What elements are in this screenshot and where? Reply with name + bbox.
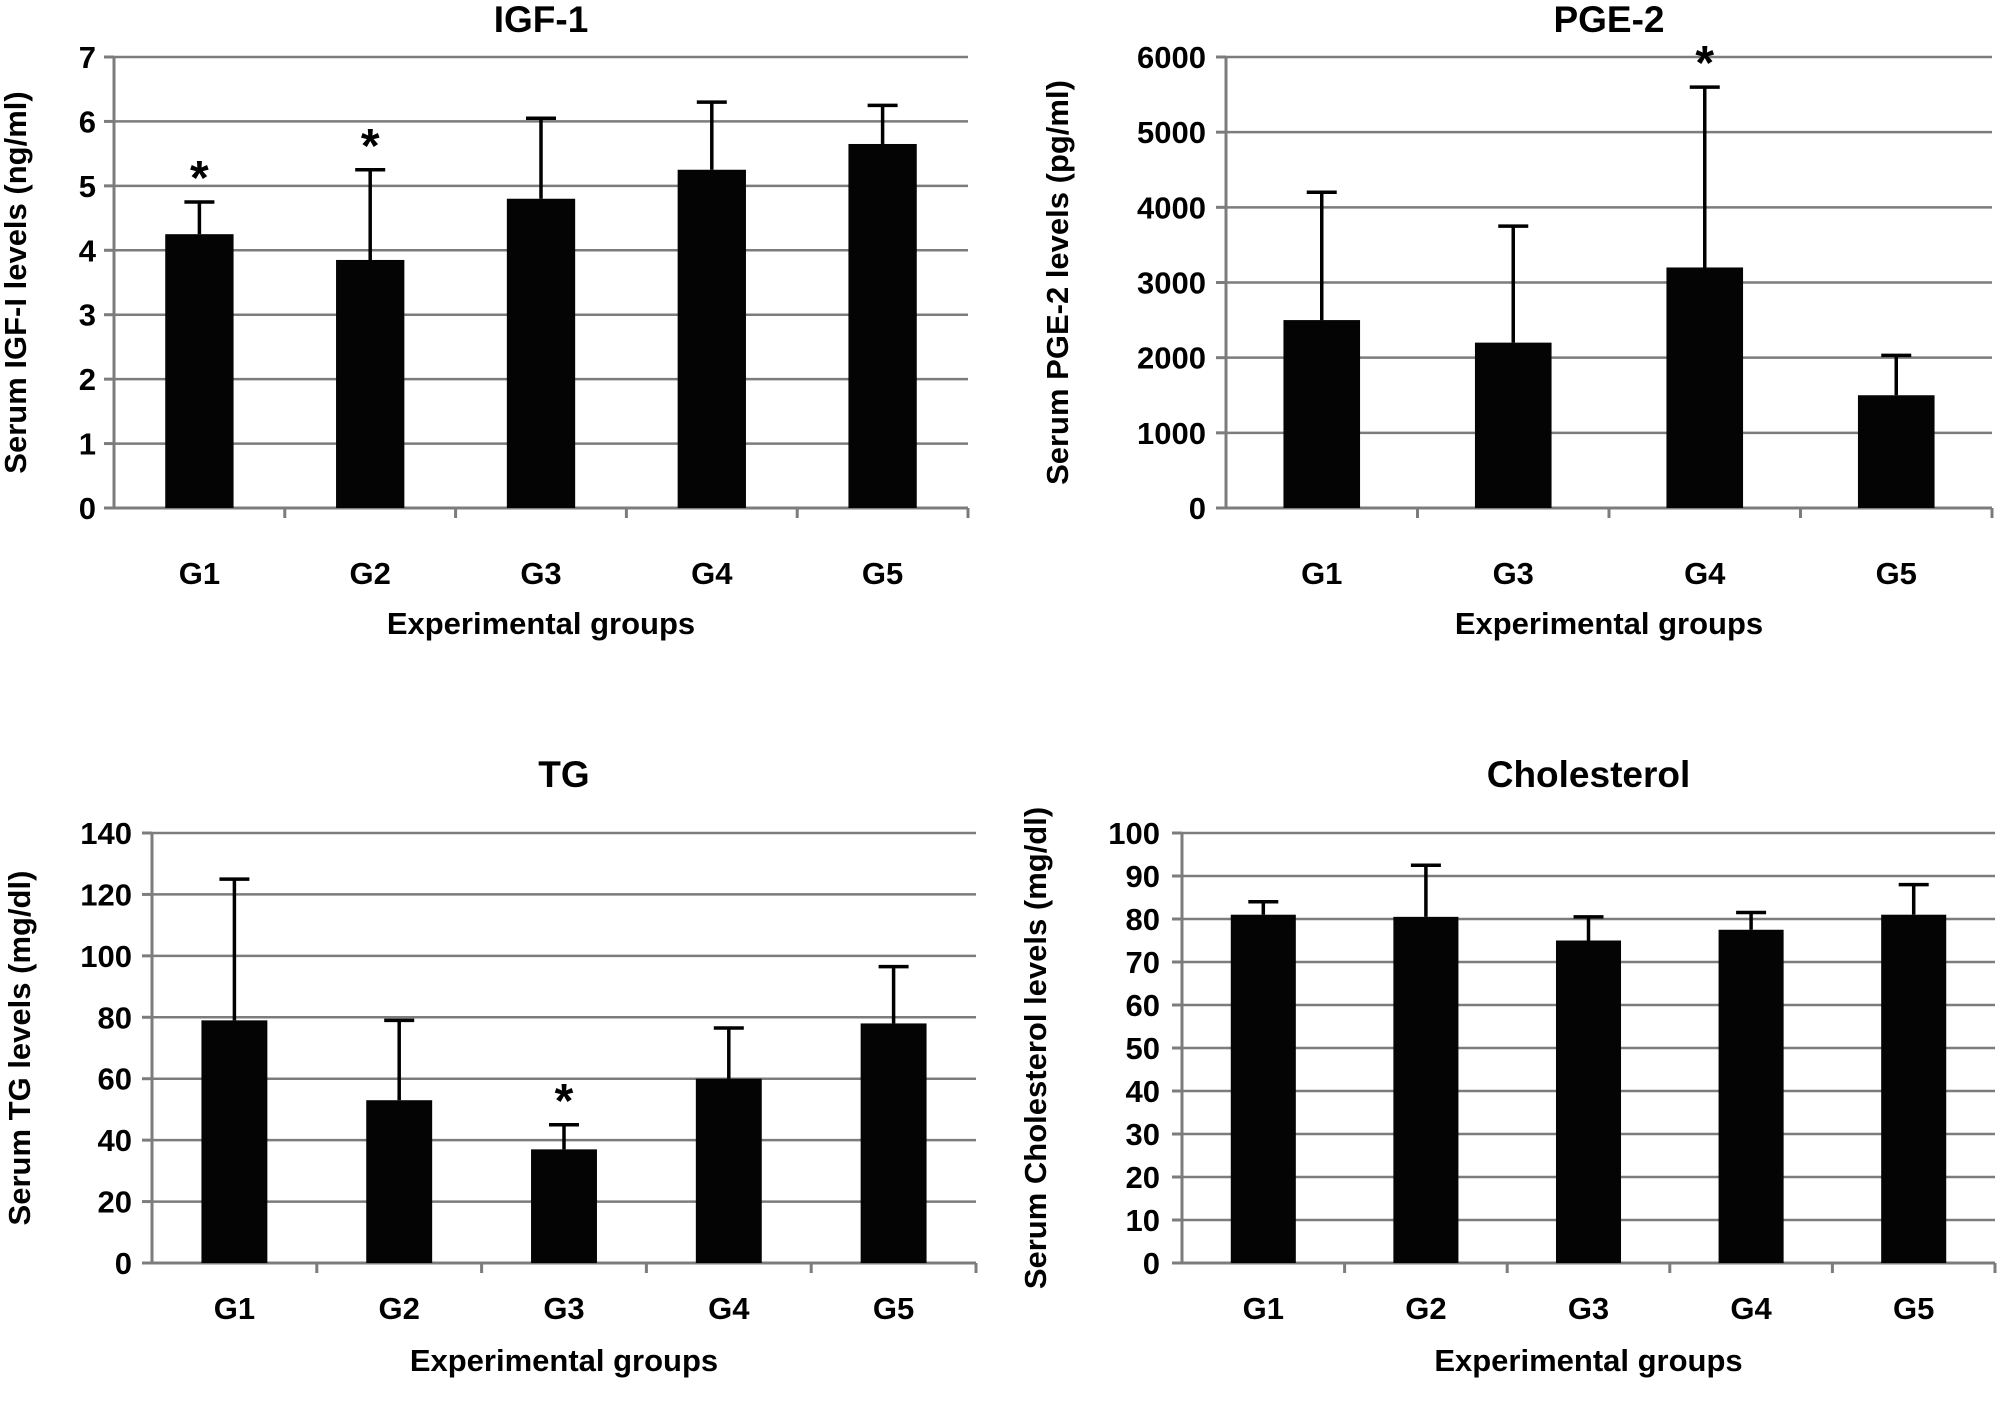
category-label: G4: [691, 556, 733, 591]
tg-bar-chart: 0 20 40 60 80 100 120 140 G1 G2 * G3 G4 G5 TG Experimen…: [2, 754, 978, 1378]
category-label: G3: [543, 1291, 584, 1326]
y-tick-label: 6000: [1137, 40, 1206, 75]
y-tick-label: 5000: [1137, 115, 1206, 150]
chart-panel-cholesterol: 0 10 20 30 40 50 60 70 80 90 100 G1 G2 G3 G4 G5 Choleste…: [1004, 703, 2008, 1406]
y-tick-label: 60: [98, 1062, 132, 1097]
y-axis-title: Serum IGF-I levels (ng/ml): [0, 91, 33, 473]
x-axis-title: Experimental groups: [387, 606, 695, 641]
y-tick-label: 20: [1126, 1160, 1160, 1195]
chart-panel-igf1: 0 1 2 3 4 5 6 7 * G1 * G2 G3 G4 G5 IGF-1 Experimental gr…: [0, 0, 1004, 703]
igf1-bar-chart: 0 1 2 3 4 5 6 7 * G1 * G2 G3 G4 G5 IGF-1 Experimental gr…: [0, 0, 970, 641]
category-label: G5: [1893, 1291, 1934, 1326]
category-label: G1: [1301, 556, 1342, 591]
y-tick-label: 40: [1126, 1074, 1160, 1109]
category-label: G2: [1405, 1291, 1446, 1326]
category-label: G4: [708, 1291, 750, 1326]
y-tick-label: 0: [115, 1246, 132, 1281]
y-tick-label: 100: [80, 939, 132, 974]
y-tick-label: 2000: [1137, 341, 1206, 376]
y-tick-label: 6: [79, 104, 96, 139]
y-tick-label: 60: [1126, 988, 1160, 1023]
category-label: G5: [862, 556, 903, 591]
bar: [1666, 267, 1744, 508]
bar: [1230, 914, 1296, 1263]
y-tick-label: 80: [98, 1000, 132, 1035]
chart-title: Cholesterol: [1487, 754, 1691, 795]
cholesterol-bar-chart: 0 10 20 30 40 50 60 70 80 90 100 G1 G2 G3 G4 G5 Choleste…: [1018, 754, 1997, 1378]
y-tick-label: 20: [98, 1185, 132, 1220]
bar: [165, 234, 234, 508]
bar: [506, 198, 576, 508]
y-tick-label: 90: [1126, 859, 1160, 894]
y-tick-label: 5: [79, 169, 96, 204]
chart-panel-tg: 0 20 40 60 80 100 120 140 G1 G2 * G3 G4 G5 TG Experimen…: [0, 703, 1004, 1406]
y-tick-label: 4: [79, 233, 97, 268]
y-tick-label: 10: [1126, 1203, 1160, 1238]
bar: [677, 169, 746, 508]
category-label: G3: [1568, 1291, 1609, 1326]
y-tick-label: 4000: [1137, 190, 1206, 225]
chart-panel-pge2: 0 1000 2000 3000 4000 5000 6000 G1 G3 * G4 G5 PGE-2 E…: [1004, 0, 2008, 703]
bar: [1857, 395, 1935, 508]
y-tick-label: 0: [1189, 491, 1206, 526]
y-tick-label: 0: [1143, 1246, 1160, 1281]
y-axis-title: Serum PGE-2 levels (pg/ml): [1040, 80, 1075, 485]
y-tick-label: 40: [98, 1123, 132, 1158]
y-axis-title: Serum Cholesterol levels (mg/dl): [1018, 807, 1053, 1289]
bar: [1393, 916, 1459, 1263]
bar: [860, 1023, 927, 1263]
bar: [366, 1100, 433, 1263]
category-label: G5: [873, 1291, 914, 1326]
bar: [201, 1020, 268, 1263]
y-tick-label: 30: [1126, 1117, 1160, 1152]
bar: [1718, 929, 1784, 1263]
category-label: G4: [1684, 556, 1726, 591]
y-tick-label: 3000: [1137, 266, 1206, 301]
y-tick-label: 50: [1126, 1031, 1160, 1066]
x-axis-title: Experimental groups: [1455, 606, 1763, 641]
category-label: G5: [1876, 556, 1917, 591]
x-axis-title: Experimental groups: [410, 1343, 718, 1378]
y-tick-label: 70: [1126, 945, 1160, 980]
y-tick-label: 7: [79, 40, 96, 75]
category-label: G2: [350, 556, 391, 591]
category-label: G3: [1493, 556, 1534, 591]
y-tick-label: 120: [80, 877, 132, 912]
category-label: G1: [179, 556, 220, 591]
y-tick-label: 1000: [1137, 416, 1206, 451]
bar: [1555, 940, 1622, 1263]
bar: [1881, 914, 1947, 1263]
significance-asterisk: *: [190, 152, 209, 205]
significance-asterisk: *: [361, 120, 380, 173]
category-label: G4: [1730, 1291, 1772, 1326]
category-label: G2: [379, 1291, 420, 1326]
bar: [848, 143, 917, 508]
y-axis-title: Serum TG levels (mg/dl): [2, 871, 37, 1226]
category-label: G1: [214, 1291, 255, 1326]
significance-asterisk: *: [1695, 37, 1714, 90]
bar: [1474, 342, 1552, 508]
pge2-bar-chart: 0 1000 2000 3000 4000 5000 6000 G1 G3 * G4 G5 PGE-2 E…: [1040, 0, 1994, 641]
y-tick-label: 1: [79, 427, 96, 462]
bar: [531, 1149, 597, 1263]
y-tick-label: 80: [1126, 902, 1160, 937]
y-tick-label: 140: [80, 816, 132, 851]
category-label: G1: [1243, 1291, 1284, 1326]
y-tick-label: 100: [1108, 816, 1160, 851]
x-axis-title: Experimental groups: [1434, 1343, 1742, 1378]
bar: [695, 1078, 762, 1263]
y-tick-label: 2: [79, 362, 96, 397]
bar: [1283, 320, 1361, 508]
significance-asterisk: *: [555, 1075, 574, 1128]
chart-title: TG: [538, 754, 589, 795]
y-tick-label: 0: [79, 491, 96, 526]
chart-title: PGE-2: [1553, 0, 1664, 40]
y-tick-label: 3: [79, 298, 96, 333]
chart-title: IGF-1: [494, 0, 589, 40]
bar: [336, 259, 405, 508]
category-label: G3: [520, 556, 561, 591]
